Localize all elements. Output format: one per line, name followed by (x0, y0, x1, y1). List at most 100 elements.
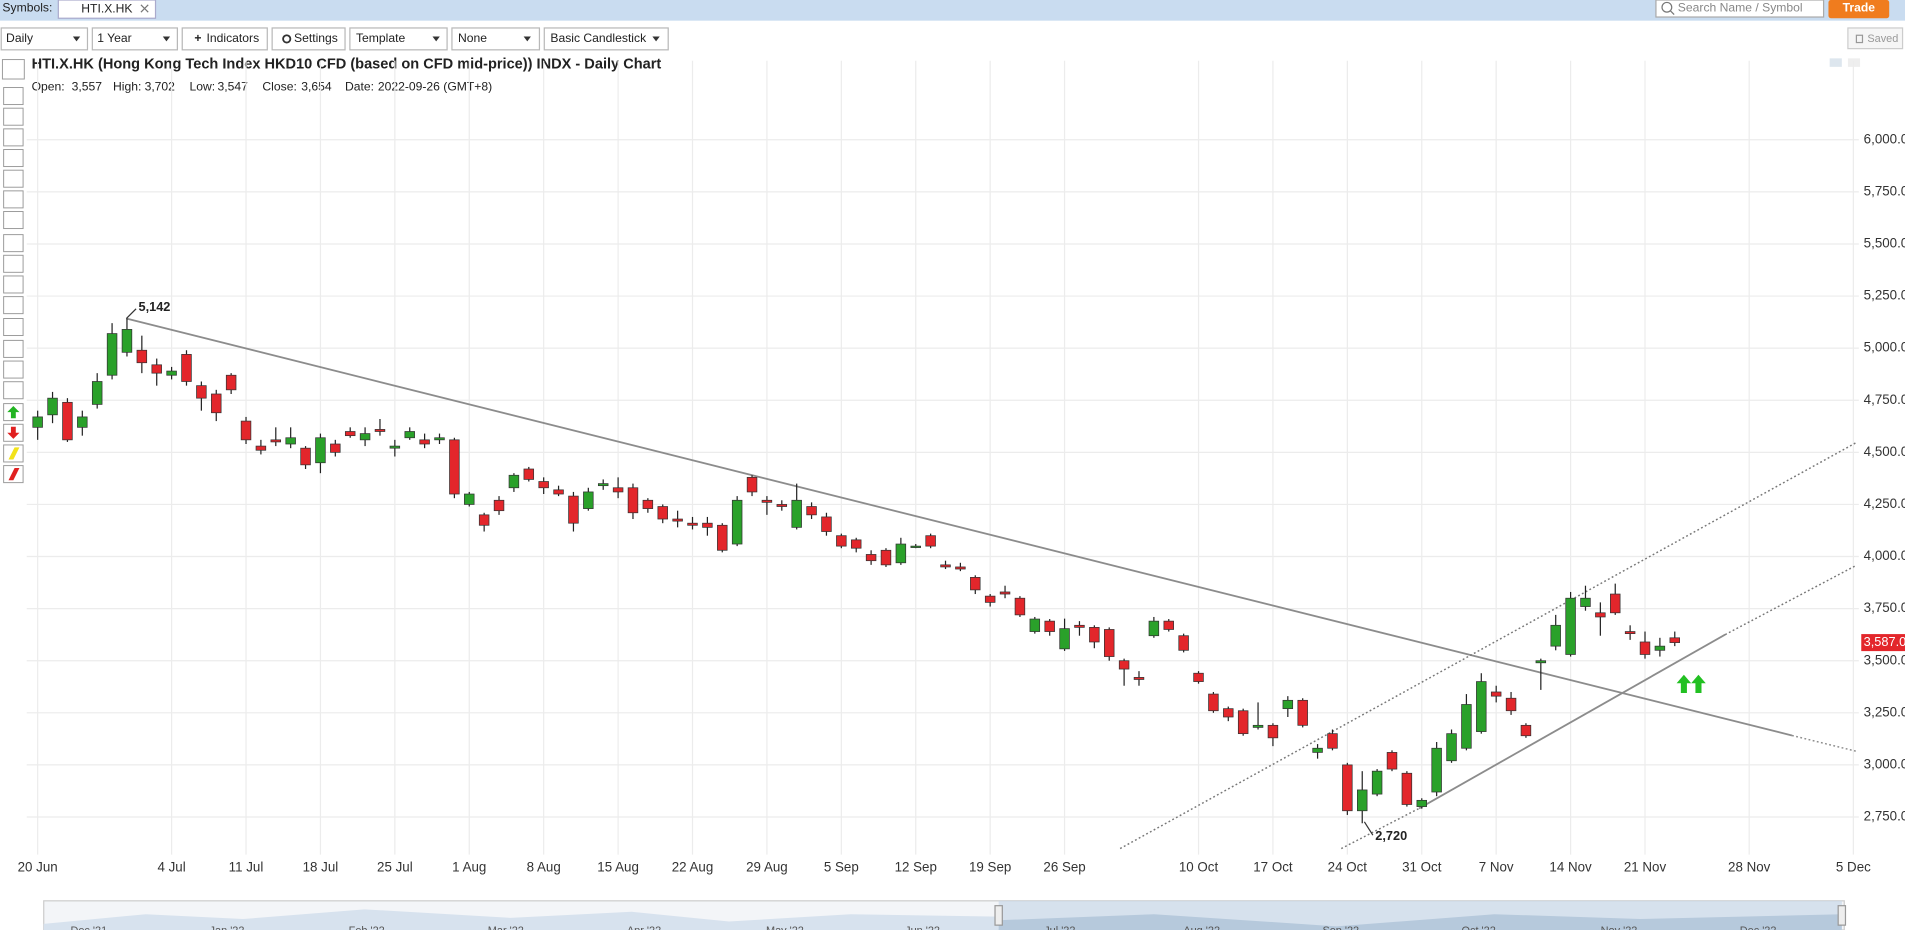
navigator-label: May '22 (766, 925, 804, 930)
buy-arrow (1676, 674, 1692, 693)
candle-body (1550, 624, 1561, 647)
navigator-labels: Dec '21 Jan '22 Feb '22 Mar '22 Apr '22 May '… (70, 925, 1776, 930)
candle-body (791, 499, 802, 528)
y-tick-label: 5,000.0 (1864, 340, 1905, 355)
candle-body (1520, 724, 1532, 737)
y-tick-label: 4,000.0 (1864, 548, 1905, 563)
x-tick-label: 11 Jul (229, 860, 264, 875)
tool-rectangle[interactable] (3, 254, 24, 273)
candle-body (1416, 799, 1427, 807)
candle-body (1565, 597, 1576, 655)
template-dropdown[interactable] (349, 27, 448, 51)
tool-arc[interactable] (3, 234, 24, 253)
indicators-button[interactable] (181, 27, 268, 51)
chart-style-dropdown[interactable] (543, 27, 669, 51)
candle-body (1476, 681, 1487, 732)
close-label: Close: (262, 80, 296, 94)
last-price-label: 3,587.0 (1864, 634, 1905, 649)
x-tick-label: 19 Sep (969, 860, 1011, 875)
navigator-label: Oct '22 (1462, 925, 1496, 930)
candle-body (850, 539, 862, 549)
range-dropdown[interactable] (91, 27, 178, 51)
dropdown-arrow (162, 36, 171, 42)
candle-body (1654, 645, 1666, 651)
tool-fullscreen[interactable] (1, 59, 25, 80)
candle-body (344, 431, 356, 437)
candle-body (1133, 677, 1145, 680)
tool-gann[interactable] (3, 318, 24, 337)
candle-body (776, 504, 788, 507)
candle-body (1327, 733, 1338, 749)
candle-body (419, 439, 430, 445)
candle-body (925, 535, 936, 547)
y-tick-label: 4,500.0 (1864, 444, 1905, 459)
y-tick-label: 4,250.0 (1864, 496, 1905, 511)
x-tick-label: 22 Aug (672, 860, 714, 875)
close-value: 3,654 (301, 80, 332, 94)
symbol-tab-label: HTI.X.HK (81, 1, 132, 15)
tool-pointer[interactable] (3, 87, 24, 106)
navigator-handle[interactable] (994, 905, 1003, 926)
close-tab-icon[interactable] (140, 4, 149, 13)
interval-label: Daily (6, 31, 34, 45)
x-tick-label: 24 Oct (1328, 860, 1368, 875)
candle-body (1490, 691, 1502, 697)
navigator-label: Jun '22 (905, 925, 940, 930)
symbols-label: Symbols: (2, 1, 52, 15)
tool-segment[interactable] (3, 211, 24, 230)
candle-body (181, 354, 192, 382)
trade-button[interactable] (1828, 0, 1890, 19)
candle-body (612, 487, 624, 493)
search-icon (1661, 1, 1673, 13)
search-box[interactable] (1655, 0, 1825, 18)
chart-style-label: Basic Candlestick (550, 31, 647, 45)
x-tick-label: 8 Aug (527, 860, 561, 875)
interval-dropdown[interactable] (0, 27, 89, 51)
candle-body (523, 468, 535, 480)
y-tick-label: 6,000.0 (1864, 131, 1905, 146)
tool-fan[interactable] (3, 296, 24, 315)
buy-arrow (1691, 674, 1706, 693)
candle-body (196, 385, 207, 399)
candle-body (583, 491, 594, 509)
tool-arcs[interactable] (3, 360, 24, 379)
tool-trendline[interactable] (3, 149, 24, 168)
tool-circle[interactable] (3, 339, 24, 358)
tool-channel[interactable] (3, 190, 24, 209)
tool-vline[interactable] (3, 128, 24, 147)
chart-icon[interactable] (1829, 58, 1842, 67)
candle-body (121, 329, 133, 353)
saved-button[interactable] (1847, 27, 1904, 50)
candle-body (255, 445, 267, 451)
navigator-handle[interactable] (1837, 905, 1847, 926)
x-tick-label: 18 Jul (303, 860, 339, 875)
candle-body (1639, 641, 1651, 655)
y-tick-label: 4,750.0 (1864, 392, 1905, 407)
candle-body (315, 437, 326, 464)
navigator-label: Sep '22 (1322, 925, 1359, 930)
compare-dropdown[interactable] (451, 27, 541, 51)
drawing-tools (1, 59, 25, 484)
candle-body (1535, 660, 1547, 664)
candle-body (464, 493, 475, 505)
tool-ray[interactable] (3, 169, 24, 188)
candle-body (970, 577, 981, 591)
x-tick-label: 15 Aug (597, 860, 639, 875)
y-tick-label: 2,750.0 (1864, 809, 1905, 824)
settings-button[interactable] (271, 27, 346, 51)
tool-text[interactable] (3, 381, 24, 400)
x-tick-label: 5 Sep (824, 860, 859, 875)
candle-body (1208, 693, 1219, 712)
candle-body (508, 474, 520, 489)
trend-line-extension (1791, 734, 1857, 753)
tool-hline[interactable] (3, 107, 24, 126)
candle-body (910, 545, 921, 548)
symbol-tab[interactable] (57, 0, 157, 19)
candle-body (1148, 620, 1160, 637)
candle-body (1446, 733, 1457, 762)
tool-fib[interactable] (3, 275, 24, 294)
navigator-label: Nov '22 (1601, 925, 1638, 930)
candle-body (1252, 724, 1264, 728)
dropdown-arrow (72, 36, 81, 42)
